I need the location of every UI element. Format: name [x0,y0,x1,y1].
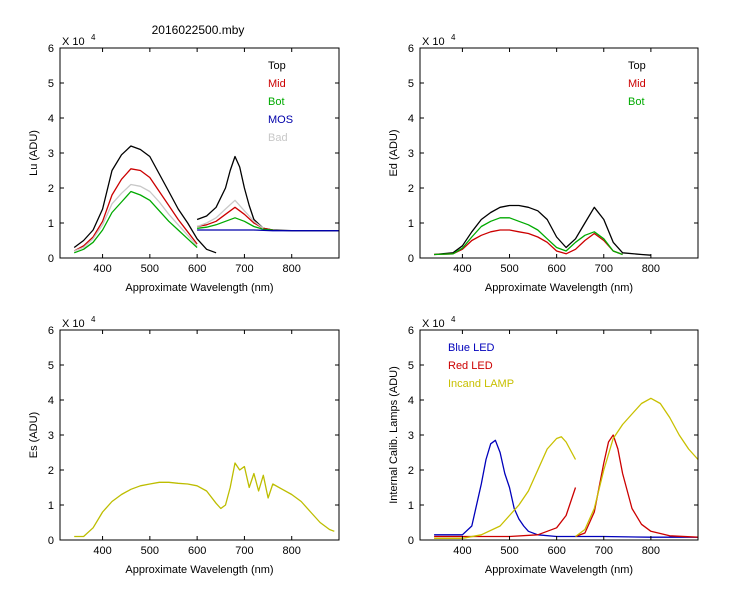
series-es-line [74,462,335,538]
y-tick-label: 6 [48,325,54,337]
series-mid-line [434,229,623,256]
y-exponent-label: X 10 [422,36,445,48]
x-tick-label: 400 [453,263,471,275]
y-tick-label: 4 [48,395,54,407]
y-exponent-power: 4 [451,315,456,324]
chart-ed: 0 1 2 3 4 5 6 400 500 600 700 800 X 10 4 Approximate W… [388,33,699,294]
y-tick-label: 4 [48,113,54,125]
series-red-led-line [575,434,699,538]
plot-frame [59,329,340,541]
legend-item-mid: Mid [268,78,286,90]
series-red-led-line [434,487,577,538]
y-exponent-power: 4 [91,315,96,324]
x-axis-label: Approximate Wavelength (nm) [485,564,633,576]
x-tick-label: 400 [453,545,471,557]
series-bot-line [197,217,273,231]
y-tick-label: 1 [408,218,414,230]
x-tick-label: 800 [642,545,660,557]
series-incand-lamp-line [434,436,577,539]
y-tick-label: 1 [408,500,414,512]
x-tick-label: 600 [188,263,206,275]
series-incand-lamp-line [575,397,699,538]
legend-item-bot: Bot [268,96,285,108]
y-axis-label: Es (ADU) [28,412,40,458]
x-tick-label: 500 [141,263,159,275]
series-bad-line [73,183,198,252]
x-tick-label: 600 [547,545,565,557]
legend-item-mos: MOS [268,114,293,126]
x-axis-label: Approximate Wavelength (nm) [125,282,273,294]
y-exponent-power: 4 [451,33,456,42]
series-mos-line [197,229,339,232]
x-tick-label: 500 [500,263,518,275]
y-tick-label: 5 [48,78,54,90]
x-tick-label: 400 [93,263,111,275]
figure-title: 2016022500.mby [152,23,245,37]
legend-item-bot: Bot [628,96,645,108]
y-tick-label: 1 [48,500,54,512]
series-mid-line [73,168,198,252]
x-tick-label: 700 [595,545,613,557]
y-tick-label: 3 [48,148,54,160]
x-tick-label: 500 [500,545,518,557]
y-tick-label: 2 [408,183,414,195]
series-bad-line [196,199,264,229]
y-tick-label: 6 [48,43,54,55]
legend-item-incand-lamp: Incand LAMP [448,378,514,390]
chart-calib: 0 1 2 3 4 5 6 400 500 600 700 800 X 10 4 Approximate W… [388,315,699,576]
y-tick-label: 3 [48,430,54,442]
series-top-line [434,204,651,256]
legend-item-top: Top [628,60,646,72]
x-tick-label: 700 [235,263,253,275]
y-exponent-label: X 10 [62,318,85,330]
x-axis-label: Approximate Wavelength (nm) [485,282,633,294]
y-tick-label: 0 [408,535,414,547]
y-tick-label: 2 [48,183,54,195]
legend-item-mid: Mid [628,78,646,90]
y-tick-label: 4 [408,395,414,407]
y-tick-label: 0 [48,253,54,265]
x-tick-label: 800 [283,545,301,557]
x-tick-label: 800 [283,263,301,275]
series-blue-led-line [434,439,698,538]
legend-item-top: Top [268,60,286,72]
series-top-line [73,145,217,254]
y-axis-label: Ed (ADU) [388,129,400,176]
y-tick-label: 3 [408,430,414,442]
y-tick-label: 2 [408,465,414,477]
y-tick-label: 0 [48,535,54,547]
series-bot-line [434,217,623,256]
legend-item-red-led: Red LED [448,360,493,372]
y-exponent-label: X 10 [422,318,445,330]
series-bot-line [73,190,198,254]
x-tick-label: 800 [642,263,660,275]
x-tick-label: 700 [595,263,613,275]
x-tick-label: 600 [188,545,206,557]
x-axis-label: Approximate Wavelength (nm) [125,564,273,576]
x-tick-label: 600 [547,263,565,275]
x-tick-label: 400 [93,545,111,557]
x-tick-label: 700 [235,545,253,557]
y-tick-label: 3 [408,148,414,160]
y-tick-label: 5 [48,360,54,372]
y-tick-label: 5 [408,78,414,90]
y-tick-label: 5 [408,360,414,372]
plot-frame [419,47,699,259]
y-axis-label: Lu (ADU) [28,130,40,176]
legend-item-bad: Bad [268,132,288,144]
x-tick-label: 500 [141,545,159,557]
chart-lu: 0 1 2 3 4 5 6 400 500 600 700 800 X 10 4 Approximate W… [28,33,340,294]
y-tick-label: 1 [48,218,54,230]
chart-es: 0 1 2 3 4 5 6 400 500 600 700 800 X 10 4 Approximate W… [28,315,340,576]
y-axis-label: Internal Calib. Lamps (ADU) [388,366,400,504]
legend-item-blue-led: Blue LED [448,342,495,354]
y-tick-label: 4 [408,113,414,125]
y-tick-label: 6 [408,43,414,55]
y-tick-label: 2 [48,465,54,477]
y-tick-label: 6 [408,325,414,337]
y-exponent-power: 4 [91,33,96,42]
y-tick-label: 0 [408,253,414,265]
y-exponent-label: X 10 [62,36,85,48]
